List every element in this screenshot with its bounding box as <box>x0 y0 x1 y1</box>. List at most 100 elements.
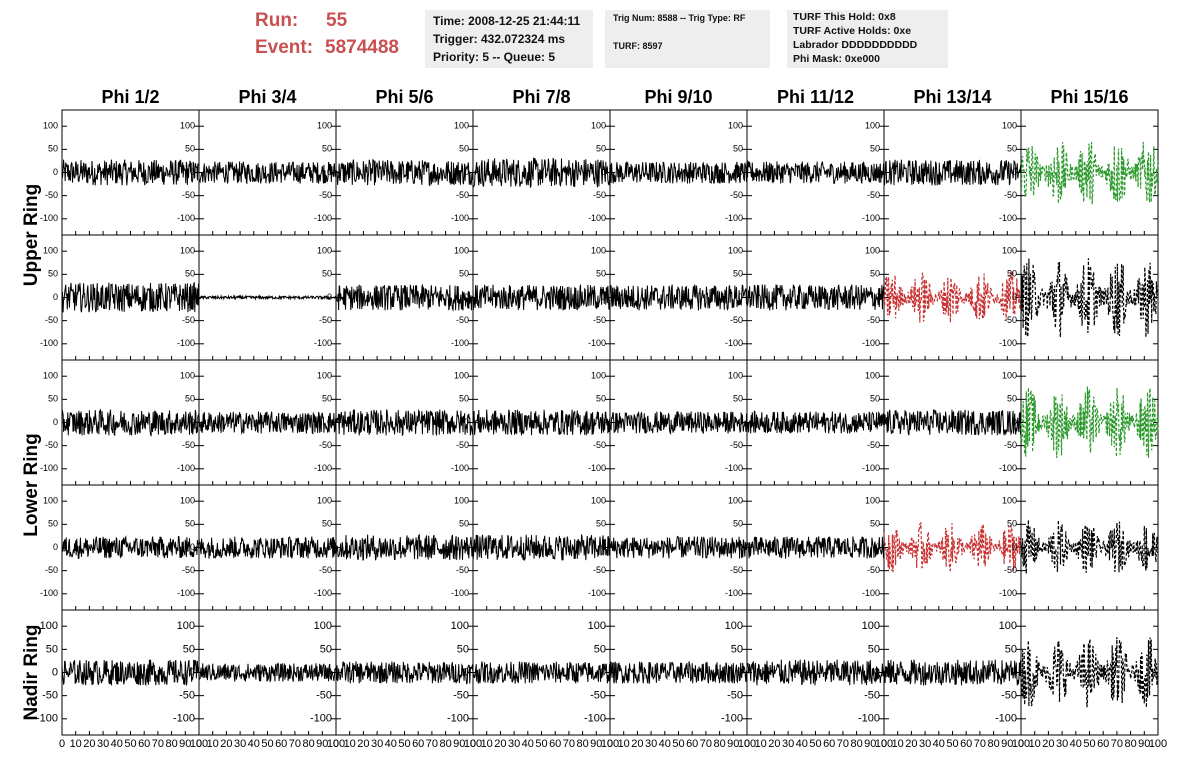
trig-num: Trig Num: 8588 -- Trig Type: RF <box>613 13 746 23</box>
y-tick-label: 100 <box>454 371 469 381</box>
column-header: Phi 3/4 <box>238 87 296 107</box>
y-tick-label: 50 <box>322 519 332 529</box>
waveform <box>198 662 337 683</box>
y-tick-label: -100 <box>40 463 58 473</box>
x-tick-label: 100 <box>601 738 619 750</box>
y-tick-label: -50 <box>867 440 880 450</box>
x-tick-label: 90 <box>727 738 739 750</box>
y-tick-label: 50 <box>322 394 332 404</box>
y-tick-label: -50 <box>456 315 469 325</box>
x-tick-label: 80 <box>302 738 314 750</box>
waveform <box>609 411 748 435</box>
y-tick-label: -50 <box>867 565 880 575</box>
x-tick-label: 80 <box>987 738 999 750</box>
waveform <box>1020 258 1159 338</box>
x-tick-label: 90 <box>590 738 602 750</box>
y-tick-label: 0 <box>1011 666 1017 678</box>
y-tick-label: 50 <box>48 144 58 154</box>
waveform <box>335 661 474 685</box>
x-tick-label: 70 <box>700 738 712 750</box>
y-tick-label: 0 <box>738 167 743 177</box>
x-tick-label: 30 <box>782 738 794 750</box>
y-tick-label: 0 <box>1012 417 1017 427</box>
x-tick-label: 20 <box>494 738 506 750</box>
y-tick-label: 50 <box>733 144 743 154</box>
waveform <box>883 522 1022 573</box>
y-tick-label: -100 <box>862 588 880 598</box>
y-tick-label: 0 <box>190 417 195 427</box>
waveform <box>883 270 1022 323</box>
y-tick-label: 100 <box>591 371 606 381</box>
waveform <box>472 284 611 311</box>
x-tick-label: 90 <box>179 738 191 750</box>
y-tick-label: 50 <box>596 144 606 154</box>
y-tick-label: 50 <box>1007 519 1017 529</box>
y-tick-label: 100 <box>1002 371 1017 381</box>
y-tick-label: 0 <box>1012 167 1017 177</box>
x-tick-label: 0 <box>470 738 476 750</box>
waveform <box>609 284 748 311</box>
y-tick-label: 0 <box>53 167 58 177</box>
y-tick-label: -50 <box>319 440 332 450</box>
y-tick-label: 50 <box>457 643 469 655</box>
y-tick-label: -100 <box>725 338 743 348</box>
trig-box: Trig Num: 8588 -- Trig Type: RF TURF: 85… <box>605 10 770 68</box>
y-tick-label: 100 <box>180 246 195 256</box>
x-tick-label: 20 <box>357 738 369 750</box>
y-tick-label: -100 <box>999 588 1017 598</box>
x-tick-label: 60 <box>138 738 150 750</box>
y-tick-label: 50 <box>46 643 58 655</box>
y-tick-label: -50 <box>867 315 880 325</box>
y-tick-label: 0 <box>464 292 469 302</box>
x-tick-label: 10 <box>755 738 767 750</box>
y-tick-label: -100 <box>314 338 332 348</box>
y-tick-label: 50 <box>185 269 195 279</box>
x-tick-label: 10 <box>618 738 630 750</box>
y-tick-label: -100 <box>314 463 332 473</box>
y-tick-label: -50 <box>319 565 332 575</box>
x-tick-label: 20 <box>768 738 780 750</box>
y-tick-label: 50 <box>183 643 195 655</box>
x-tick-label: 40 <box>1070 738 1082 750</box>
y-tick-label: 0 <box>1012 292 1017 302</box>
y-tick-label: 50 <box>48 394 58 404</box>
y-tick-label: -100 <box>451 463 469 473</box>
waveform <box>472 409 611 436</box>
x-tick-label: 40 <box>385 738 397 750</box>
x-tick-label: 50 <box>809 738 821 750</box>
y-tick-label: -50 <box>316 690 332 702</box>
y-tick-label: -50 <box>1004 190 1017 200</box>
y-tick-label: -50 <box>42 690 58 702</box>
x-tick-label: 20 <box>220 738 232 750</box>
y-tick-label: -100 <box>588 213 606 223</box>
y-tick-label: -100 <box>310 713 332 725</box>
y-tick-label: -100 <box>584 713 606 725</box>
x-tick-label: 30 <box>645 738 657 750</box>
x-tick-label: 0 <box>1018 738 1024 750</box>
x-tick-label: 60 <box>412 738 424 750</box>
waveform <box>472 534 611 561</box>
y-tick-label: 50 <box>1007 144 1017 154</box>
row-label: Upper Ring <box>21 184 42 286</box>
y-tick-label: 100 <box>865 121 880 131</box>
phi-mask: Phi Mask: 0xe000 <box>793 53 880 65</box>
waveform <box>335 284 474 312</box>
waveform <box>198 294 337 301</box>
y-tick-label: 50 <box>48 519 58 529</box>
y-tick-label: 50 <box>1007 394 1017 404</box>
y-tick-label: 100 <box>43 246 58 256</box>
x-tick-label: 70 <box>1111 738 1123 750</box>
x-tick-label: 30 <box>919 738 931 750</box>
y-tick-label: -100 <box>862 338 880 348</box>
waveform <box>472 661 611 684</box>
y-tick-label: 0 <box>53 542 58 552</box>
y-tick-label: 0 <box>601 292 606 302</box>
waveform <box>472 157 611 189</box>
waveform <box>1020 386 1159 459</box>
event-number: 5874488 <box>325 37 399 58</box>
y-tick-label: 0 <box>189 666 195 678</box>
time: Time: 2008-12-25 21:44:11 <box>433 14 581 28</box>
y-tick-label: 50 <box>733 269 743 279</box>
waveform <box>61 408 200 437</box>
x-tick-label: 80 <box>165 738 177 750</box>
